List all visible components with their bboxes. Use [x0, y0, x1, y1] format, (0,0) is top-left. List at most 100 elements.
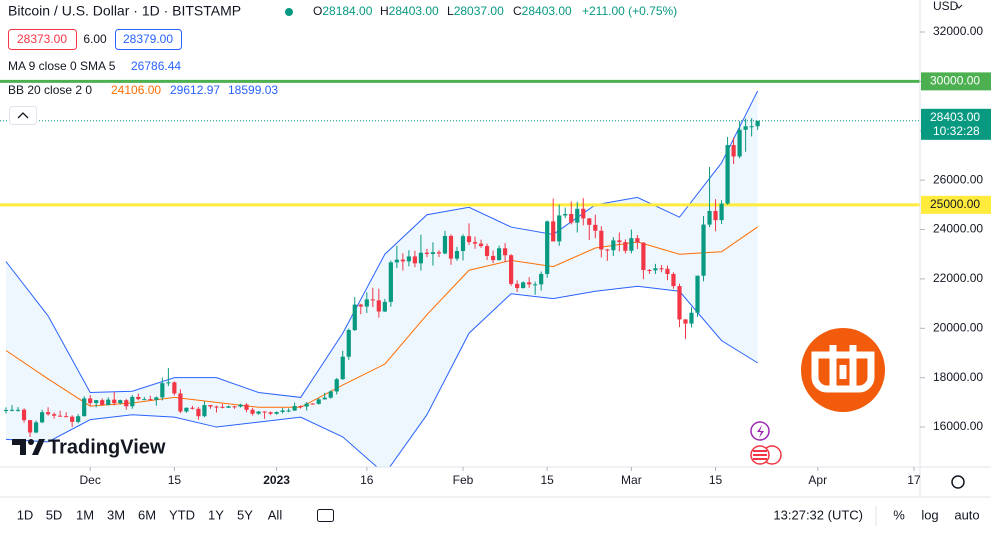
candle-body — [328, 391, 333, 398]
candle-body — [412, 256, 418, 264]
range-buttons: 1D 5D 1M 3M 6M YTD 1Y 5Y All — [17, 507, 283, 522]
bb-label[interactable]: BB 20 close 2 0 — [8, 83, 92, 97]
y-tick-label: 16000.00 — [933, 419, 983, 433]
candle-body — [208, 405, 213, 407]
candle-body — [647, 270, 652, 272]
ask-price[interactable]: 28379.00 — [123, 32, 173, 46]
candle-body — [521, 282, 526, 289]
candle-body — [749, 126, 754, 128]
candle-body — [406, 256, 411, 262]
candle-body — [460, 236, 466, 252]
range-button[interactable]: 3M — [107, 507, 125, 522]
candle-body — [472, 242, 478, 244]
logo-mark — [12, 439, 26, 455]
candle-body — [304, 403, 309, 407]
candle-body — [695, 275, 700, 313]
price-label: 30000.00 — [930, 74, 980, 88]
close-value: C28403.00 — [513, 4, 572, 18]
range-button[interactable]: YTD — [169, 507, 195, 522]
candle-body — [346, 330, 351, 357]
candle-body — [130, 396, 135, 407]
candle-body — [64, 416, 69, 418]
candle-body — [581, 208, 586, 219]
candle-body — [322, 397, 327, 400]
candle-body — [310, 403, 315, 405]
candle-body — [250, 409, 255, 414]
candle-body — [478, 243, 484, 247]
candle-body — [605, 249, 610, 251]
candle-body — [515, 283, 520, 289]
candle-body — [484, 246, 490, 256]
candle-body — [70, 416, 75, 422]
x-tick-label: 16 — [360, 473, 374, 487]
ma-label[interactable]: MA 9 close 0 SMA 5 — [8, 59, 116, 73]
indicator-line — [5, 90, 759, 398]
range-button[interactable]: 5Y — [237, 507, 253, 522]
ma-value: 26786.44 — [131, 59, 181, 73]
candle-body — [617, 240, 622, 243]
candle-body — [352, 304, 357, 331]
candle-body — [737, 129, 742, 157]
range-button[interactable]: 1D — [17, 507, 34, 522]
range-button[interactable]: 5D — [46, 507, 63, 522]
range-button[interactable]: All — [268, 507, 283, 522]
settings-button[interactable] — [951, 475, 965, 489]
candle-body — [593, 224, 598, 231]
candle-body — [436, 252, 442, 254]
x-tick-label: 2023 — [263, 473, 290, 487]
candle-body — [280, 410, 285, 412]
last-price-box — [921, 108, 991, 140]
market-status[interactable] — [285, 8, 293, 16]
candle-body — [509, 255, 514, 284]
collapse-legend[interactable] — [9, 106, 37, 125]
candle-body — [226, 406, 231, 408]
candle-body — [262, 411, 267, 413]
watermark-logo — [801, 328, 885, 412]
candle-body — [118, 400, 123, 404]
range-button[interactable]: 1M — [76, 507, 94, 522]
indicator-line — [5, 285, 758, 467]
coin-glyph — [829, 345, 857, 389]
candle-body — [563, 213, 568, 216]
bid-price[interactable]: 28373.00 — [17, 32, 67, 46]
candle-body — [27, 420, 33, 433]
candle-body — [382, 301, 387, 312]
candle-body — [52, 414, 57, 416]
tradingview-logo[interactable]: TradingView — [12, 436, 166, 458]
candle-body — [214, 406, 219, 408]
candle-body — [533, 284, 538, 286]
sell-button[interactable] — [8, 29, 77, 50]
candle-body — [358, 304, 363, 307]
percent-toggle[interactable]: % — [893, 507, 905, 522]
candle-body — [551, 221, 556, 242]
log-toggle[interactable]: log — [921, 507, 938, 522]
candle-body — [21, 409, 27, 421]
candle-body — [58, 415, 63, 417]
date-range-button[interactable] — [317, 509, 334, 522]
candle-body — [190, 407, 195, 409]
candle-body — [599, 230, 604, 250]
auto-toggle[interactable]: auto — [954, 507, 979, 522]
candle-body — [545, 221, 550, 274]
range-button[interactable]: 6M — [138, 507, 156, 522]
candle-body — [154, 397, 159, 400]
candle-body — [707, 211, 712, 225]
x-tick-label: Dec — [80, 473, 101, 487]
x-tick-label: Apr — [808, 473, 827, 487]
candle-body — [33, 422, 39, 433]
candle-body — [527, 282, 532, 285]
flag-icon — [753, 450, 767, 460]
candle-body — [611, 240, 616, 251]
clock[interactable]: 13:27:32 (UTC) — [773, 507, 863, 522]
candle-body — [94, 400, 99, 404]
candle-body — [394, 259, 399, 263]
candle-body — [88, 398, 93, 404]
currency[interactable]: USD — [933, 0, 959, 13]
buy-button[interactable] — [115, 29, 182, 50]
range-button[interactable]: 1Y — [208, 507, 224, 522]
candle-body — [286, 410, 291, 412]
symbol-title[interactable]: Bitcoin / U.S. Dollar · 1D · BITSTAMP — [8, 3, 241, 19]
candle-body — [220, 406, 225, 408]
candle-body — [142, 399, 147, 401]
